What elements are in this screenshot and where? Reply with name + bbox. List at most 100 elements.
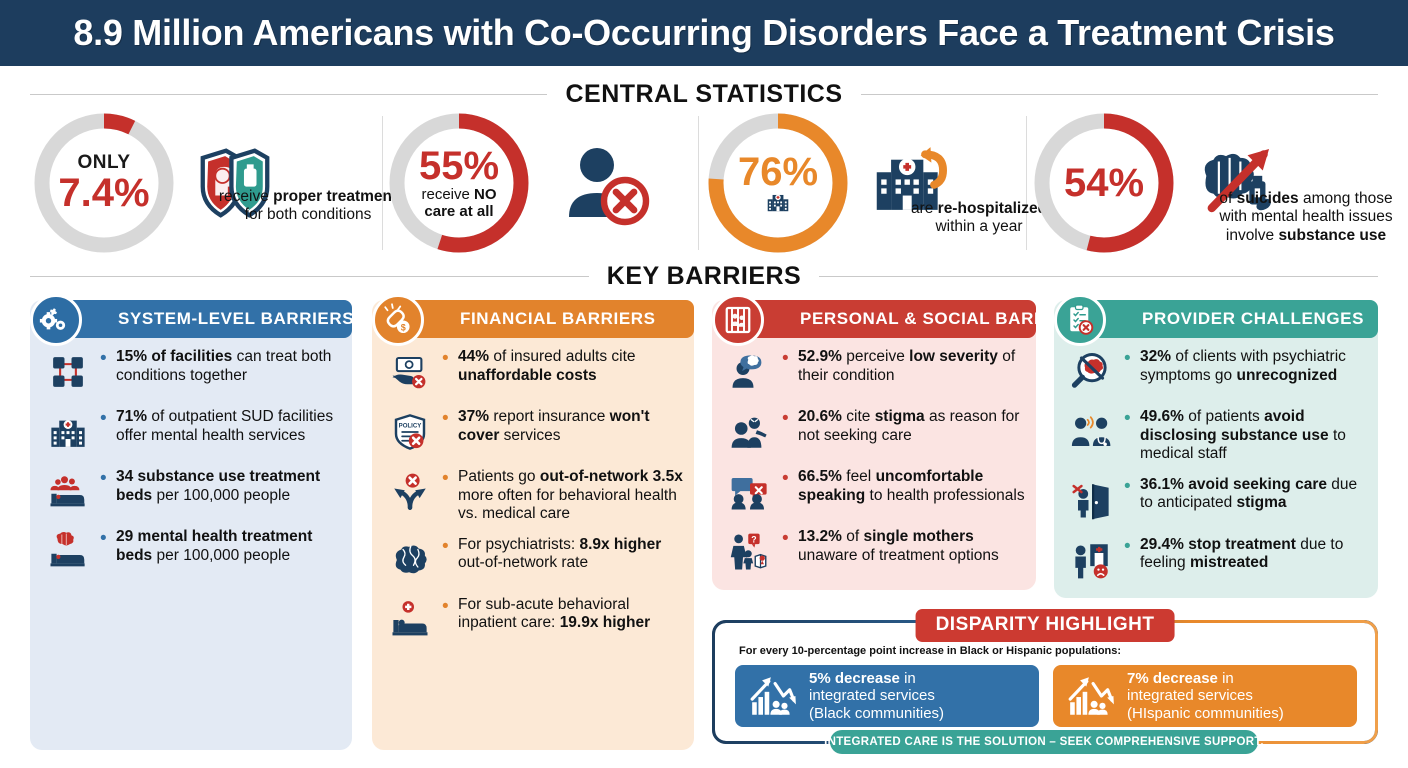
bullet-marker: • — [1124, 408, 1131, 429]
card-body-personal-social: • 52.9% perceive low severity of their co… — [722, 348, 1028, 588]
barrier-item: • 44% of insured adults cite unaffordable… — [382, 348, 686, 396]
person-leaving-clinic-sad-icon — [1064, 536, 1120, 584]
card-title-system-level: SYSTEM-LEVEL BARRIERS — [118, 309, 355, 328]
person-door-denied-icon — [1064, 476, 1120, 524]
barrier-item: • 15% of facilities can treat both condit… — [40, 348, 344, 396]
bullet-marker: • — [100, 408, 107, 429]
disparity-box-text: 7% decrease in integrated services (HIspan… — [1127, 669, 1284, 722]
gears-icon — [30, 294, 82, 346]
card-title-personal-social: PERSONAL & SOCIAL BARRIERS — [800, 309, 1089, 328]
card-header-system-level: SYSTEM-LEVEL BARRIERS — [56, 300, 355, 338]
bullet-marker: • — [782, 348, 789, 369]
card-title-financial: FINANCIAL BARRIERS — [460, 309, 656, 328]
magnifier-brain-denied-icon — [1064, 348, 1120, 396]
rule-right — [819, 276, 1378, 277]
barrier-item-text: Patients go out-of-network 3.5x more oft… — [458, 468, 683, 523]
barrier-card-financial: FINANCIAL BARRIERS $ • 44% of insured adult… — [372, 294, 694, 750]
brain-pills-arrow-icon — [1192, 140, 1278, 226]
svg-text:?: ? — [751, 534, 756, 544]
central-stat-no-care: 55% receive NO care at all — [385, 108, 653, 258]
barrier-item: • 20.6% cite stigma as reason for not see… — [722, 408, 1028, 456]
barrier-item-text: 36.1% avoid seeking care due to anticipa… — [1140, 475, 1358, 512]
barrier-item-text: For sub-acute behavioral inpatient care:… — [458, 595, 651, 632]
barrier-item: • 71% of outpatient SUD facilities offer … — [40, 408, 344, 456]
stat-divider-3 — [1026, 116, 1027, 250]
bullet-marker: • — [782, 468, 789, 489]
bullet-marker: • — [442, 595, 449, 617]
network-fork-denied-icon — [382, 468, 438, 516]
card-body-provider: • 32% of clients with psychiatric symptom… — [1064, 348, 1370, 596]
bullet-marker: • — [1124, 535, 1131, 557]
barrier-item: • 66.5% feel uncomfortable speaking to he… — [722, 468, 1028, 516]
donut-chart-no-care: 55% receive NO care at all — [385, 109, 533, 257]
inpatient-bed-icon — [382, 596, 438, 644]
barrier-card-system-level: SYSTEM-LEVEL BARRIERS • 15% of facilities … — [30, 294, 355, 750]
bullet-marker: • — [100, 528, 107, 549]
barrier-item-text: 34 substance use treatment beds per 100,… — [116, 468, 321, 504]
section-label-central-statistics: CENTRAL STATISTICS — [565, 80, 843, 108]
barrier-item: • 29.4% stop treatment due to feeling mis… — [1064, 536, 1370, 584]
dual-shield-brain-medicine-icon — [192, 140, 278, 226]
card-header-financial: FINANCIAL BARRIERS — [398, 300, 694, 338]
banner-text: INTEGRATED CARE IS THE SOLUTION – SEEK C… — [824, 736, 1264, 748]
donut-chart-suicides: 54% — [1030, 109, 1178, 257]
insurance-shield-denied-icon: POLICY — [382, 408, 438, 456]
barrier-item-text: 32% of clients with psychiatric symptoms… — [1140, 348, 1346, 384]
clipboard-denied-icon — [1054, 294, 1106, 346]
donut-chart-re-hospitalized: 76% — [704, 109, 852, 257]
barrier-item-text: 49.6% of patients avoid disclosing subst… — [1140, 408, 1346, 463]
donut-chart-proper-treatment: ONLY 7.4% — [30, 109, 178, 257]
central-statistics-row: ONLY 7.4% receive proper treatment for both… — [30, 108, 1393, 258]
page-title: 8.9 Million Americans with Co-Occurring … — [73, 12, 1335, 53]
disparity-boxes: 5% decrease in integrated services (Black … — [735, 665, 1357, 727]
barrier-item-text: 52.9% perceive low severity of their con… — [798, 348, 1016, 384]
svg-text:$: $ — [401, 323, 406, 333]
barrier-item: • 29 mental health treatment beds per 100… — [40, 528, 344, 576]
barrier-item-text: 66.5% feel uncomfortable speaking to hea… — [798, 468, 1025, 504]
rule-left — [30, 94, 548, 95]
disparity-lead-text: For every 10-percentage point increase i… — [739, 645, 1122, 657]
central-stat-caption-proper-treatment: receive proper treatment for both conditi… — [218, 188, 398, 224]
mother-child-question-icon: ? — [722, 528, 778, 576]
bullet-marker: • — [1124, 348, 1131, 369]
svg-text:POLICY: POLICY — [399, 423, 422, 430]
barrier-item-text: 29 mental health treatment beds per 100,… — [116, 528, 313, 564]
rule-right — [860, 94, 1378, 95]
barrier-item: • For sub-acute behavioral inpatient care… — [382, 596, 686, 644]
broken-pill-dollar-icon: $ — [372, 294, 424, 346]
bullet-marker: • — [100, 468, 107, 489]
disparity-box-text: 5% decrease in integrated services (Black … — [809, 669, 945, 722]
stat-divider-1 — [382, 116, 383, 250]
barrier-item: • 36.1% avoid seeking care due to anticip… — [1064, 476, 1370, 524]
barrier-card-personal-social: PERSONAL & SOCIAL BARRIERS • 52.9% perceiv… — [712, 294, 1088, 590]
card-header-personal-social: PERSONAL & SOCIAL BARRIERS — [738, 300, 1088, 338]
prison-bars-people-icon — [712, 294, 764, 346]
bed-brain-icon — [40, 528, 96, 576]
barrier-item: • 49.6% of patients avoid disclosing subs… — [1064, 408, 1370, 464]
bullet-marker: • — [782, 528, 789, 549]
card-body-financial: • 44% of insured adults cite unaffordable… — [382, 348, 686, 656]
person-thought-brain-icon — [722, 348, 778, 396]
section-header-central-statistics: CENTRAL STATISTICS — [30, 80, 1378, 109]
two-people-blocked-speech-icon — [722, 468, 778, 516]
patient-doctor-icon — [1064, 408, 1120, 456]
bullet-marker: • — [782, 408, 789, 429]
barrier-item-text: 71% of outpatient SUD facilities offer m… — [116, 408, 334, 444]
chart-up-down-people-icon — [1063, 671, 1119, 721]
bed-group-icon — [40, 468, 96, 516]
disparity-highlight-panel: DISPARITY HIGHLIGHT For every 10-percent… — [712, 609, 1378, 744]
bullet-marker: • — [442, 348, 449, 369]
bullet-marker: • — [100, 348, 107, 369]
barrier-item: • 34 substance use treatment beds per 100… — [40, 468, 344, 516]
barrier-item: • 52.9% perceive low severity of their co… — [722, 348, 1028, 396]
rule-left — [30, 276, 589, 277]
barrier-item: • 32% of clients with psychiatric symptom… — [1064, 348, 1370, 396]
disparity-box-black-communities: 5% decrease in integrated services (Black … — [735, 665, 1039, 727]
bullet-marker: • — [442, 535, 449, 557]
brain-icon — [382, 536, 438, 584]
card-header-provider: PROVIDER CHALLENGES — [1080, 300, 1378, 338]
card-title-provider: PROVIDER CHALLENGES — [1142, 309, 1365, 328]
barrier-item: POLICY • 37% report insurance won't cover … — [382, 408, 686, 456]
barrier-item-text: 13.2% of single mothers unaware of treat… — [798, 528, 999, 564]
barrier-item: ? • 13.2% of single mothers unaware of tre… — [722, 528, 1028, 576]
